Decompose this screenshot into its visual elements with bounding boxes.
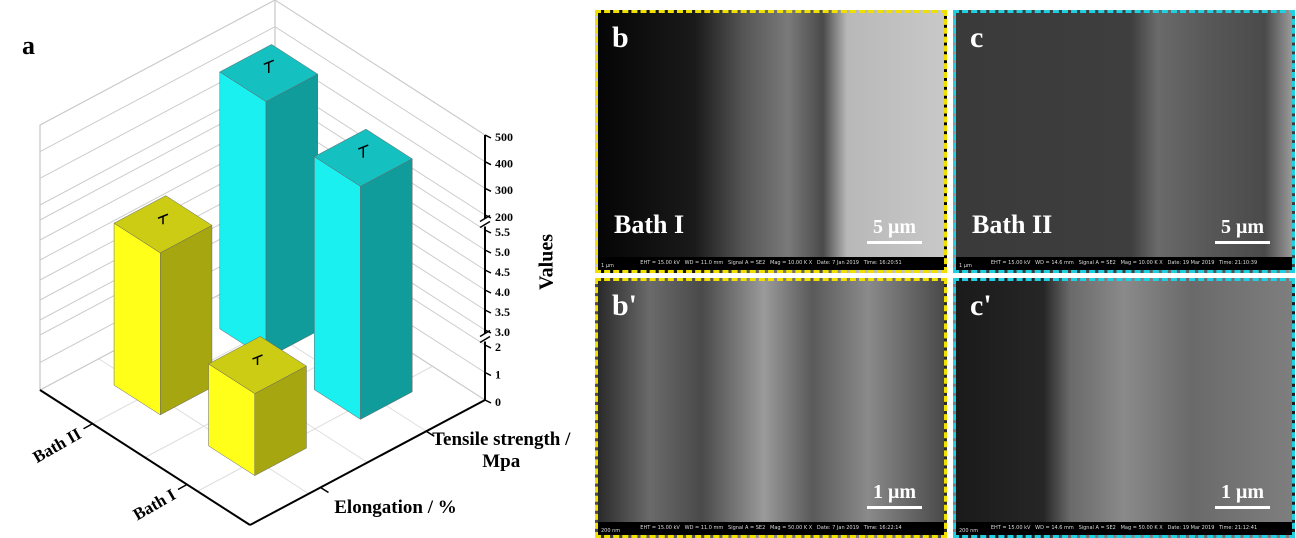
y-tick-label: 3.5: [495, 305, 510, 319]
bar-front: [266, 74, 318, 359]
y-tick-label: 5.5: [495, 225, 510, 239]
depth-tick: [178, 485, 187, 490]
depth-tick: [84, 424, 93, 429]
info-bar: EHT = 15.00 kV WD = 14.6 mm Signal A = S…: [956, 257, 1292, 270]
y-tick-label: 0: [495, 395, 501, 409]
corner-scale: 1 μm: [959, 263, 972, 269]
sem-image: c' 1 μm EHT = 15.00 kV WD = 14.6 mm Signal…: [953, 278, 1295, 538]
info-bar: EHT = 15.00 kV WD = 11.0 mm Signal A = S…: [598, 522, 944, 535]
y-tick-label: 5.0: [495, 245, 510, 259]
y-tick-label: 3.0: [495, 325, 510, 339]
sem-image: c Bath II 5 μm EHT = 15.00 kV WD = 14.6 mm …: [953, 10, 1295, 273]
corner-scale: 200 nm: [959, 528, 978, 534]
info-bar: EHT = 15.00 kV WD = 14.6 mm Signal A = S…: [956, 522, 1292, 535]
sem-image: b Bath I 5 μm EHT = 15.00 kV WD = 11.0 mm S…: [595, 10, 947, 273]
bar-side: [220, 72, 266, 359]
bar-front: [361, 159, 413, 420]
x-tick-label: Tensile strength / Mpa: [416, 429, 586, 473]
series-label: Bath II: [30, 424, 85, 467]
y-tick-label: 2: [495, 340, 501, 354]
panel-label: c: [970, 21, 983, 55]
info-bar: EHT = 15.00 kV WD = 11.0 mm Signal A = S…: [598, 257, 944, 270]
y-tick: [485, 400, 491, 403]
y-tick-label: 500: [495, 130, 513, 144]
y-tick-label: 300: [495, 183, 513, 197]
scale-bar: 5 μm: [867, 216, 922, 244]
panel-label: a: [22, 31, 35, 60]
sem-image: b' 1 μm EHT = 15.00 kV WD = 11.0 mm Signal…: [595, 278, 947, 538]
x-tick-label: Elongation / %: [311, 497, 481, 519]
series-label: Bath I: [130, 485, 180, 525]
bar-side: [314, 157, 360, 420]
bar-side: [114, 223, 160, 415]
y-tick-label: 1: [495, 367, 501, 381]
panel-label: b': [612, 289, 637, 323]
y-tick-label: 4.5: [495, 265, 510, 279]
y-tick-label: 200: [495, 210, 513, 224]
panel-label: b: [612, 21, 629, 55]
x-tick: [321, 488, 329, 493]
corner-scale: 200 nm: [601, 528, 620, 534]
scale-bar: 1 μm: [1215, 481, 1270, 509]
y-tick-label: 4.0: [495, 285, 510, 299]
corner-scale: 1 μm: [601, 263, 614, 269]
image-caption: Bath II: [972, 210, 1052, 240]
scale-bar: 5 μm: [1215, 216, 1270, 244]
panel-label: c': [970, 289, 992, 323]
image-caption: Bath I: [614, 210, 684, 240]
bar-front: [160, 225, 212, 415]
figure: a Values 0 1 23.0 3.5 4.0 4.5 5.0 5.5200 300 400 5…: [0, 0, 1296, 538]
scale-bar: 1 μm: [867, 481, 922, 509]
y-tick-label: 400: [495, 156, 513, 170]
y-axis-title: Values: [536, 234, 558, 290]
